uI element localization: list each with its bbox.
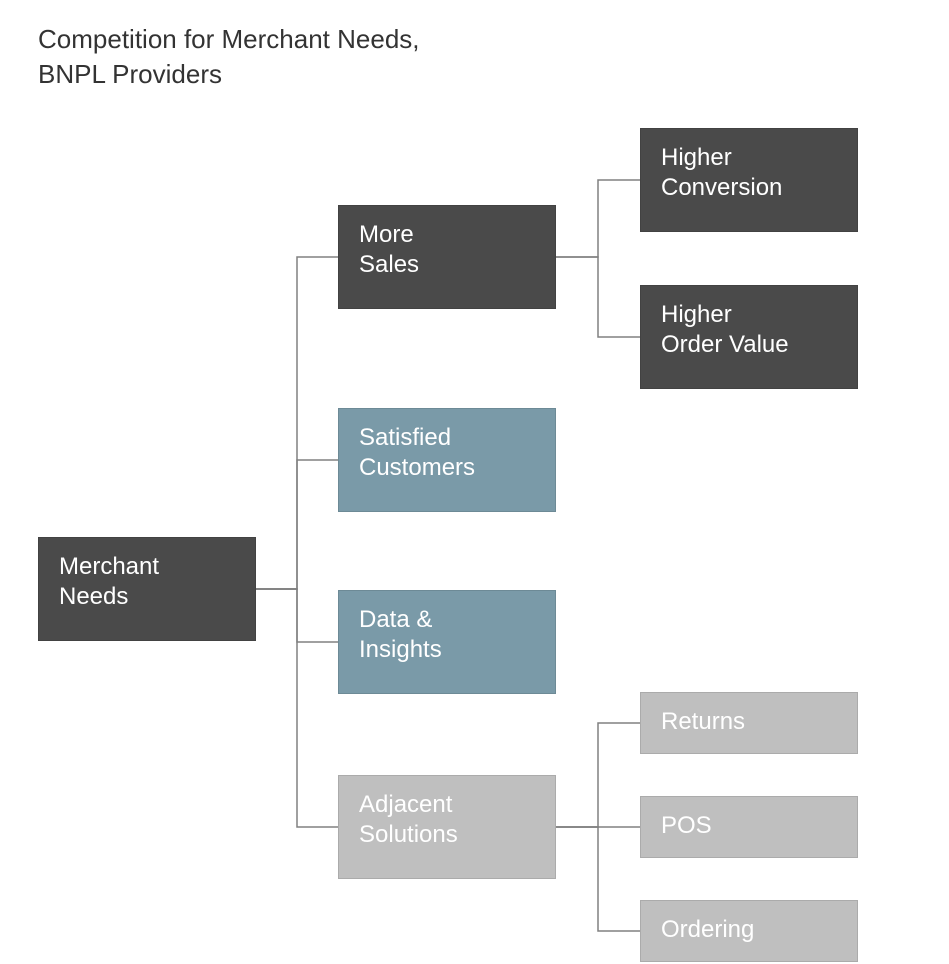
node-data-insights: Data &Insights [338, 590, 556, 694]
node-label: Data &Insights [359, 605, 442, 665]
node-adjacent-solutions: AdjacentSolutions [338, 775, 556, 879]
node-label: HigherOrder Value [661, 300, 789, 360]
node-satisfied-customers: SatisfiedCustomers [338, 408, 556, 512]
node-label: MoreSales [359, 220, 419, 280]
node-label: Ordering [661, 915, 754, 945]
node-label: Returns [661, 707, 745, 737]
node-pos: POS [640, 796, 858, 858]
node-label: AdjacentSolutions [359, 790, 458, 850]
tree-diagram: MerchantNeeds MoreSales SatisfiedCustome… [0, 0, 949, 964]
node-ordering: Ordering [640, 900, 858, 962]
node-label: POS [661, 811, 712, 841]
node-label: SatisfiedCustomers [359, 423, 475, 483]
node-label: HigherConversion [661, 143, 782, 203]
node-merchant-needs: MerchantNeeds [38, 537, 256, 641]
node-label: MerchantNeeds [59, 552, 159, 612]
node-higher-order-value: HigherOrder Value [640, 285, 858, 389]
node-returns: Returns [640, 692, 858, 754]
node-higher-conversion: HigherConversion [640, 128, 858, 232]
node-more-sales: MoreSales [338, 205, 556, 309]
